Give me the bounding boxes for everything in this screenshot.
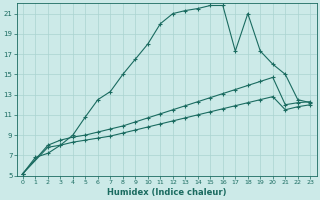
X-axis label: Humidex (Indice chaleur): Humidex (Indice chaleur): [107, 188, 226, 197]
